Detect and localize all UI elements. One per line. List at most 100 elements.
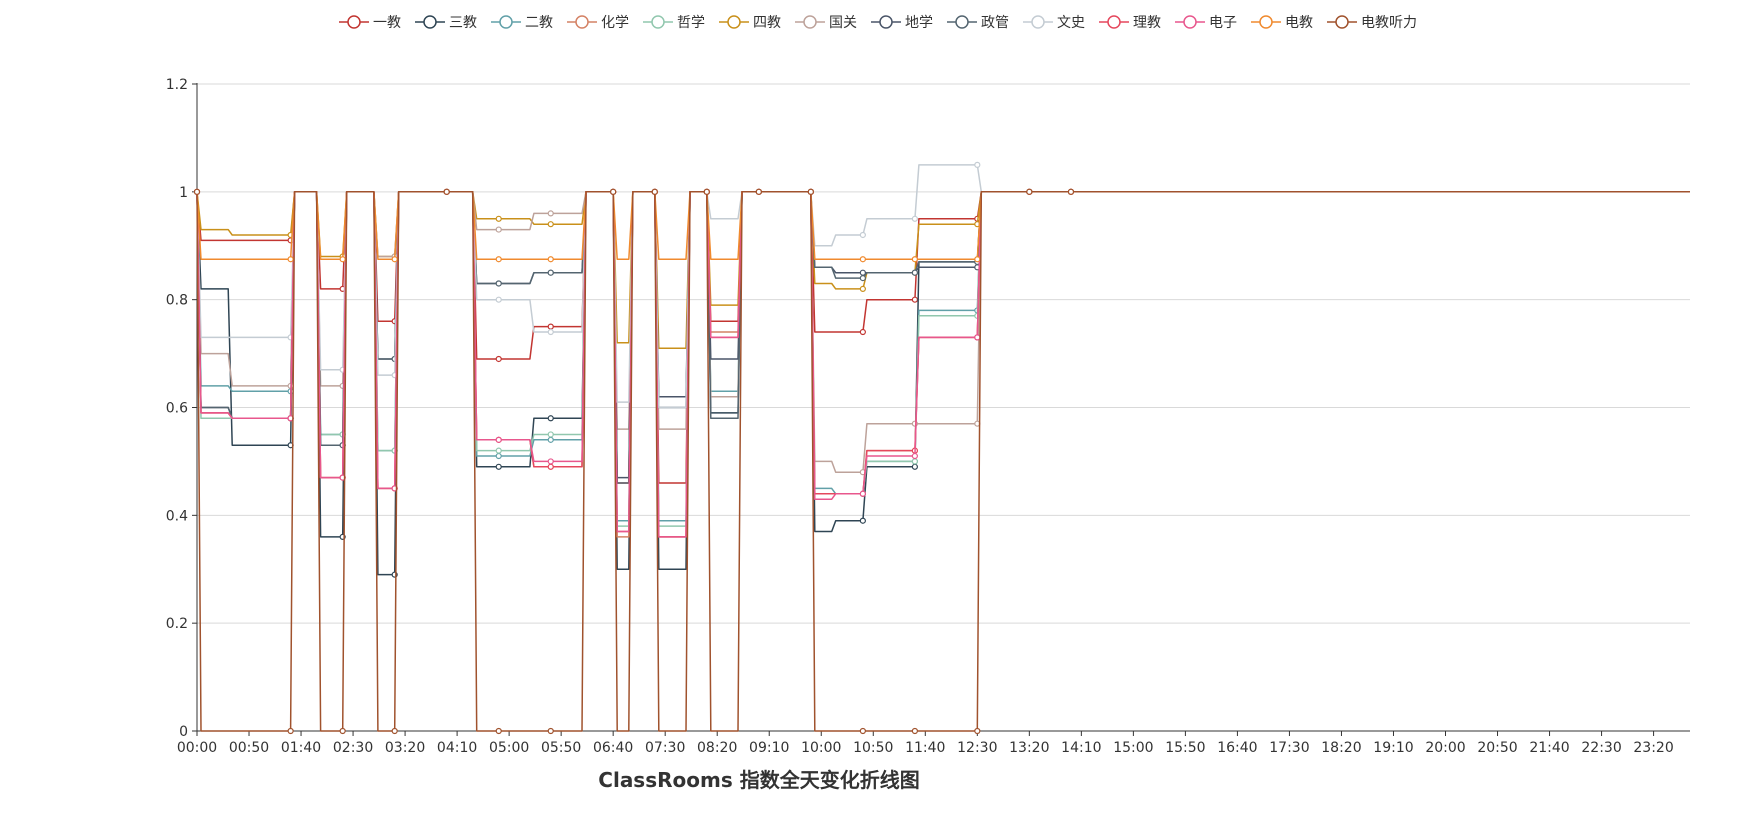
legend-label: 电教听力 <box>1361 15 1417 31</box>
legend-circle-icon <box>651 15 665 29</box>
legend-item[interactable]: 文史 <box>1023 15 1085 31</box>
y-tick-label: 0.4 <box>166 508 188 524</box>
series-line <box>196 191 1690 522</box>
data-point <box>339 727 346 735</box>
data-point <box>547 323 554 330</box>
data-point <box>974 256 981 263</box>
legend-item[interactable]: 三教 <box>415 15 477 31</box>
y-tick-label: 0.6 <box>166 401 188 417</box>
series-line <box>196 191 1690 349</box>
data-point <box>443 188 450 195</box>
x-tick-label: 15:00 <box>1113 740 1153 756</box>
data-point <box>859 256 866 263</box>
data-point <box>391 256 398 263</box>
legend-item[interactable]: 理教 <box>1099 15 1161 31</box>
legend[interactable]: 一教 三教 二教 化学 哲学 四教 国关 地学 政管 文史 理教 电子 电教 电教听力 <box>339 15 1417 31</box>
data-point <box>755 188 762 195</box>
y-tick-label: 0 <box>179 724 188 740</box>
legend-item[interactable]: 四教 <box>719 15 781 31</box>
x-tick-label: 06:40 <box>593 740 633 756</box>
data-point <box>547 458 554 465</box>
data-point <box>859 275 866 282</box>
x-tick-label: 10:50 <box>853 740 893 756</box>
legend-item[interactable]: 哲学 <box>643 15 705 31</box>
data-point <box>1067 188 1075 195</box>
legend-item[interactable]: 地学 <box>871 15 933 31</box>
data-point <box>911 256 918 263</box>
y-tick-label: 1 <box>179 185 188 201</box>
x-tick-label: 23:20 <box>1633 740 1673 756</box>
legend-circle-icon <box>1107 15 1121 29</box>
data-point <box>287 256 294 263</box>
data-point <box>495 280 502 287</box>
x-tick-label: 20:50 <box>1477 740 1517 756</box>
y-tick-label: 0.8 <box>166 293 188 309</box>
data-point <box>547 727 554 735</box>
data-point <box>547 431 554 438</box>
legend-circle-icon <box>423 15 437 29</box>
data-point <box>974 161 981 168</box>
legend-label: 地学 <box>905 15 933 31</box>
x-tick-label: 07:30 <box>645 740 685 756</box>
x-tick-label: 13:20 <box>1009 740 1049 756</box>
legend-label: 文史 <box>1057 15 1085 31</box>
legend-item[interactable]: 电教听力 <box>1327 15 1417 31</box>
data-point <box>547 269 554 276</box>
data-point <box>859 517 866 524</box>
x-tick-label: 09:10 <box>749 740 789 756</box>
legend-item[interactable]: 国关 <box>795 15 857 31</box>
axes: 0 0.2 0.4 0.6 0.8 1 1.2 00:00 00:50 01:40 02:30 03:… <box>166 77 1690 756</box>
x-tick-label: 10:00 <box>801 740 841 756</box>
series-line <box>196 191 1690 260</box>
data-point <box>859 727 866 735</box>
data-point <box>911 215 918 222</box>
series-line <box>196 191 1690 732</box>
legend-circle-icon <box>1259 15 1273 29</box>
data-point <box>391 727 398 735</box>
data-point <box>547 463 554 470</box>
x-tick-label: 11:40 <box>905 740 945 756</box>
data-point <box>339 256 346 263</box>
data-point <box>495 256 502 263</box>
data-point <box>859 285 866 292</box>
data-point <box>703 188 710 195</box>
data-point <box>547 221 554 228</box>
data-point <box>610 188 617 195</box>
legend-label: 电教 <box>1285 15 1313 31</box>
legend-item[interactable]: 电教 <box>1251 15 1313 31</box>
data-point <box>547 210 554 217</box>
y-tick-label: 1.2 <box>166 77 188 93</box>
data-point <box>859 231 866 239</box>
legend-circle-icon <box>1183 15 1197 29</box>
legend-circle-icon <box>1031 15 1045 29</box>
legend-label: 三教 <box>449 15 477 31</box>
data-point <box>807 188 814 195</box>
series-line <box>196 191 1690 538</box>
x-tick-label: 14:10 <box>1061 740 1101 756</box>
x-tick-label: 22:30 <box>1581 740 1621 756</box>
legend-item[interactable]: 二教 <box>491 15 553 31</box>
data-point <box>547 436 554 443</box>
legend-circle-icon <box>955 15 969 29</box>
x-tick-label: 17:30 <box>1269 740 1309 756</box>
data-point <box>495 436 502 443</box>
data-point <box>911 452 918 460</box>
data-point <box>859 490 866 497</box>
legend-label: 哲学 <box>677 15 705 31</box>
x-tick-label: 12:30 <box>957 740 997 756</box>
legend-item[interactable]: 化学 <box>567 15 629 31</box>
legend-circle-icon <box>575 15 589 29</box>
data-point <box>974 727 981 735</box>
data-point <box>911 463 918 470</box>
legend-item[interactable]: 一教 <box>339 15 401 31</box>
data-point <box>495 452 502 460</box>
legend-label: 电子 <box>1209 15 1237 31</box>
legend-item[interactable]: 政管 <box>947 15 1009 31</box>
x-tick-label: 05:00 <box>489 740 529 756</box>
legend-item[interactable]: 电子 <box>1175 15 1237 31</box>
chart-title: ClassRooms 指数全天变化折线图 <box>598 768 919 792</box>
x-tick-label: 00:50 <box>229 740 269 756</box>
data-point <box>287 727 294 735</box>
data-point <box>911 458 918 465</box>
